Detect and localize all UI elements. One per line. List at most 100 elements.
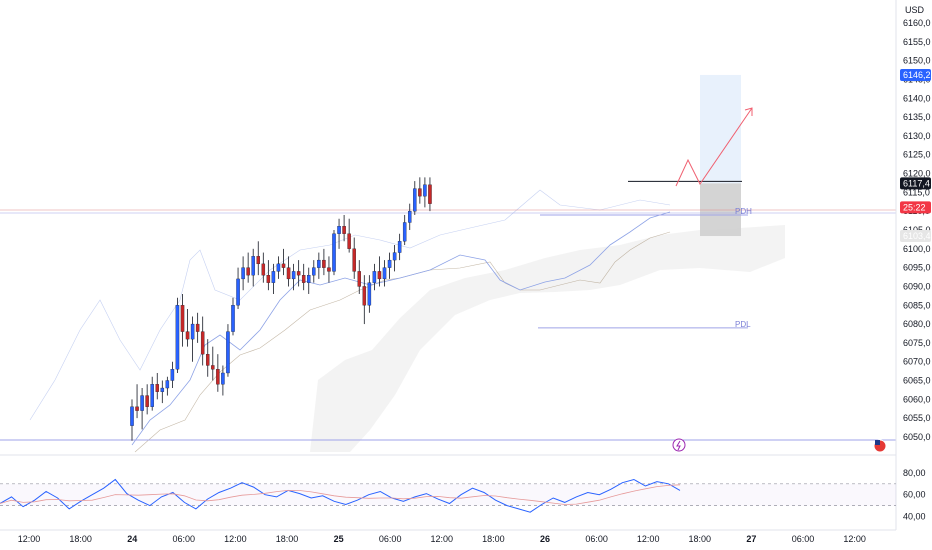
candle[interactable] [241,256,245,291]
candle-body [175,305,180,370]
candle[interactable] [155,372,159,400]
candle[interactable] [413,181,417,215]
target-zone[interactable] [700,74,741,184]
time-label: 12:00 [18,534,41,544]
candle[interactable] [205,339,210,377]
rsi-line [0,478,681,513]
candle[interactable] [296,260,301,287]
candle[interactable] [236,267,240,310]
candle[interactable] [165,376,170,396]
candle[interactable] [423,177,427,208]
projection-arrow[interactable] [675,107,753,187]
candle[interactable] [337,218,341,249]
day-label: 26 [540,534,550,544]
rsi-pane[interactable]: 80,00 60,00 40,00 [0,454,926,522]
candle[interactable] [145,384,149,415]
candle-body [322,259,326,268]
candle[interactable] [286,256,291,287]
candle[interactable] [226,324,230,377]
candle[interactable] [322,248,326,276]
candle-body [180,305,185,332]
time-label: 12:00 [637,534,660,544]
candle[interactable] [251,248,255,287]
candle[interactable] [397,233,402,261]
candle[interactable] [347,218,351,253]
candle[interactable] [160,380,165,404]
candle[interactable] [306,267,311,294]
candle[interactable] [231,297,235,336]
price-tick-label: 6085,0 [903,300,931,310]
candle-body [241,267,245,280]
candle[interactable] [418,177,422,204]
candle[interactable] [190,316,195,362]
candle[interactable] [140,388,144,430]
candle[interactable] [195,312,200,343]
candle[interactable] [180,293,185,347]
candle[interactable] [428,177,432,212]
candle[interactable] [271,263,276,294]
candle[interactable] [246,252,250,283]
time-label: 12:00 [431,534,454,544]
candle[interactable] [211,346,215,381]
candle[interactable] [382,260,387,287]
candle-body [165,380,170,389]
candle-body [195,323,200,332]
candle[interactable] [130,399,134,441]
time-label: 18:00 [689,534,712,544]
candle[interactable] [221,365,225,396]
candle-body [170,369,175,381]
candle[interactable] [276,256,281,279]
candle[interactable] [327,256,331,283]
candle-body [407,211,412,223]
candle[interactable] [312,260,316,283]
candle-body [211,365,215,370]
candle[interactable] [301,263,306,291]
price-tick-label: 6090,0 [903,281,931,291]
candle[interactable] [372,263,377,291]
day-label: 27 [746,534,756,544]
candle[interactable] [291,263,296,291]
candle[interactable] [357,260,361,294]
candle[interactable] [150,376,154,411]
candle[interactable] [352,237,356,279]
candle[interactable] [332,230,336,276]
candle-body [261,263,266,276]
candle[interactable] [216,354,220,392]
candle[interactable] [200,316,205,366]
candle[interactable] [402,214,407,246]
candle-body [185,331,190,340]
candle[interactable] [281,248,286,276]
time-label: 06:00 [173,534,196,544]
candle[interactable] [392,245,397,272]
candle[interactable] [367,275,372,313]
candle[interactable] [135,384,139,419]
arrow-head-icon [744,107,753,116]
candle-body [312,267,316,276]
time-label: 12:00 [843,534,866,544]
candle[interactable] [175,297,180,373]
candle[interactable] [407,203,412,230]
ma-line-upper [29,189,671,421]
candle[interactable] [317,252,321,279]
candle[interactable] [261,252,266,283]
candle[interactable] [185,309,190,347]
candle[interactable] [387,252,392,279]
price-tick-label: 6130,0 [903,131,931,141]
candle[interactable] [377,256,382,287]
cloud-area [310,225,785,452]
price-tick-label: 6055,0 [903,413,931,423]
price-axis[interactable]: USD6160,06155,06150,06145,06140,06135,06… [895,0,931,530]
candle-body [205,354,210,366]
time-axis[interactable]: 12:00 18:00 24 06:00 12:00 18:00 25 06:00 12:00 1… [0,529,896,544]
candle[interactable] [256,241,260,276]
candle[interactable] [342,214,346,242]
candle[interactable] [266,260,271,291]
candle-body [130,406,134,426]
candle-body [256,256,260,265]
candle[interactable] [170,361,175,389]
stop-zone[interactable] [700,183,741,237]
candle[interactable] [362,275,367,325]
lightning-event-icon[interactable] [672,438,686,452]
candle-body [367,282,372,306]
